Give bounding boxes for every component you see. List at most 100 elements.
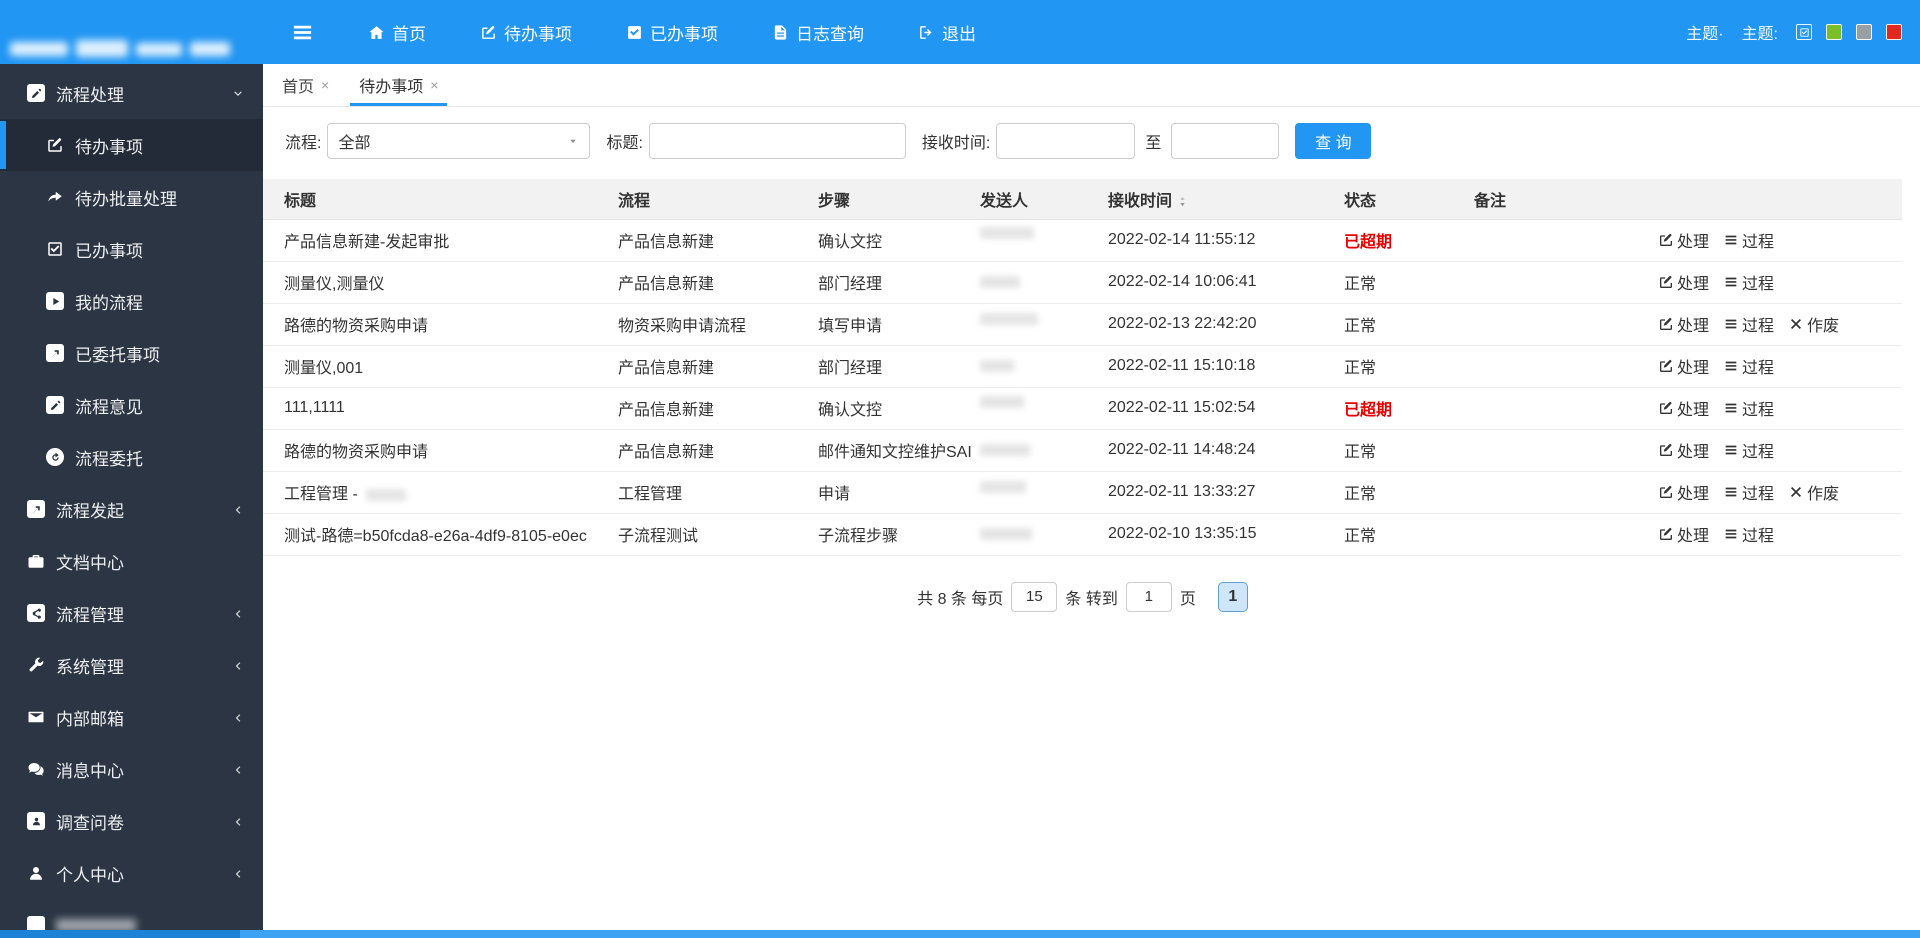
table-row: 测试-路德=b50fcda8-e26a-4df9-8105-e0ec 子流程测试子…: [263, 513, 1902, 556]
cell-actions: 处理 过程 作废: [1650, 303, 1902, 346]
tab-home[interactable]: 首页 ×: [282, 77, 330, 96]
cell-sender: [972, 429, 1100, 472]
handle-action-link[interactable]: 处理: [1658, 480, 1709, 504]
handle-action-link[interactable]: 处理: [1658, 396, 1709, 420]
cell-title: 路德的物资采购申请: [263, 303, 610, 346]
navbar-item-log-search[interactable]: 日志查询: [772, 20, 864, 45]
theme-swatch-2[interactable]: [1826, 24, 1842, 40]
sidebar-item-process-handling[interactable]: 流程处理: [0, 67, 263, 119]
cell-flow: 工程管理: [610, 471, 810, 514]
tab-todo-items[interactable]: 待办事项 ×: [344, 64, 453, 106]
process-action-link[interactable]: 过程: [1723, 480, 1774, 504]
cell-actions: 处理 过程: [1650, 219, 1902, 262]
process-action-link[interactable]: 过程: [1723, 396, 1774, 420]
sidebar-item-todo-items[interactable]: 待办事项: [0, 119, 263, 171]
sidebar-item-message-center[interactable]: 消息中心: [0, 743, 263, 795]
handle-action-link[interactable]: 处理: [1658, 438, 1709, 462]
navbar-item-logout[interactable]: 退出: [918, 20, 976, 45]
tab-close-icon[interactable]: ×: [430, 77, 439, 93]
process-icon: [1723, 526, 1739, 542]
sidebar-item-hidden-partial[interactable]: [0, 899, 263, 938]
sidebar-item-internal-mail[interactable]: 内部邮箱: [0, 691, 263, 743]
theme-swatch-4[interactable]: [1886, 24, 1902, 40]
menu-toggle-icon[interactable]: [291, 21, 314, 44]
cell-sender: [972, 387, 1100, 430]
table-header-row: 标题 流程 步骤 发送人 接收时间 状态 备注: [263, 179, 1902, 220]
external-link-square-icon: [46, 344, 64, 362]
user-icon: [27, 864, 45, 882]
handle-action-link[interactable]: 处理: [1658, 354, 1709, 378]
cell-step: 确认文控: [810, 387, 972, 430]
navbar-item-home[interactable]: 首页: [368, 20, 426, 45]
title-filter-input[interactable]: [648, 123, 906, 159]
sidebar-item-batch-todo[interactable]: 待办批量处理: [0, 171, 263, 223]
sidebar-item-process-management[interactable]: 流程管理: [0, 587, 263, 639]
sidebar-item-personal-center[interactable]: 个人中心: [0, 847, 263, 899]
theme-swatch-3[interactable]: [1856, 24, 1872, 40]
cell-remark: [1466, 261, 1650, 304]
chevron-left-icon: [231, 811, 245, 831]
theme-swatch-1-selected[interactable]: [1796, 24, 1812, 40]
column-header[interactable]: 接收时间: [1100, 179, 1336, 220]
process-icon: [1723, 484, 1739, 500]
sidebar-item-survey[interactable]: 调查问卷: [0, 795, 263, 847]
cell-flow: 产品信息新建: [610, 219, 810, 262]
sidebar-item-done-items[interactable]: 已办事项: [0, 223, 263, 275]
sidebar-item-process-opinions[interactable]: 流程意见: [0, 379, 263, 431]
sidebar-item-delegated-items[interactable]: 已委托事项: [0, 327, 263, 379]
current-page-button[interactable]: 1: [1217, 581, 1248, 612]
sidebar-item-document-center[interactable]: 文档中心: [0, 535, 263, 587]
void-icon: [1788, 316, 1804, 332]
tab-close-icon[interactable]: ×: [321, 77, 330, 93]
process-select-value: 全部: [338, 135, 371, 152]
navbar-item-done-items[interactable]: 已办事项: [626, 20, 718, 45]
process-action-link[interactable]: 过程: [1723, 354, 1774, 378]
pen-square-icon: [46, 136, 64, 154]
chevron-left-icon: [231, 603, 245, 623]
top-navbar: 首页 待办事项 已办事项 日志查询 退出 主题· 主题:: [0, 0, 1920, 64]
main-content: 首页 × 待办事项 × 流程: 全部 标题: 接收时间: 至 查 询 标题 流程步…: [263, 64, 1920, 938]
process-action-link[interactable]: 过程: [1723, 522, 1774, 546]
receive-time-to-input[interactable]: [1171, 123, 1280, 159]
process-action-link[interactable]: 过程: [1723, 312, 1774, 336]
sidebar-item-process-initiate[interactable]: 流程发起: [0, 483, 263, 535]
file-icon: [772, 24, 789, 41]
horizontal-scrollbar: [0, 930, 1920, 938]
envelope-icon: [27, 708, 45, 726]
sidebar-nav: 流程处理 待办事项 待办批量处理 已办事项 我的流程 已委托事项 流程意见 流程…: [0, 64, 263, 938]
redacted-sender: [980, 312, 1038, 325]
handle-action-link[interactable]: 处理: [1658, 228, 1709, 252]
handle-action-link[interactable]: 处理: [1658, 522, 1709, 546]
table-row: 路德的物资采购申请 产品信息新建 邮件通知文控维护SAI 2022-02-11 14:…: [263, 429, 1902, 472]
pen-square-icon: [480, 24, 497, 41]
cell-remark: [1466, 471, 1650, 514]
navbar-item-todo-items[interactable]: 待办事项: [480, 20, 572, 45]
process-action-link[interactable]: 过程: [1723, 270, 1774, 294]
handle-action-link[interactable]: 处理: [1658, 312, 1709, 336]
share-square-icon: [27, 604, 45, 622]
process-select[interactable]: 全部: [327, 123, 591, 159]
status-badge: 正常: [1336, 513, 1466, 556]
process-action-link[interactable]: 过程: [1723, 228, 1774, 252]
horizontal-scrollbar-thumb[interactable]: [0, 930, 240, 938]
sidebar-item-system-management[interactable]: 系统管理: [0, 639, 263, 691]
page-size-input[interactable]: [1011, 581, 1058, 612]
void-action-link[interactable]: 作废: [1788, 312, 1839, 336]
cell-remark: [1466, 513, 1650, 556]
process-action-link[interactable]: 过程: [1723, 438, 1774, 462]
goto-page-input[interactable]: [1125, 581, 1172, 612]
check-icon: [1799, 27, 1810, 38]
void-icon: [1788, 484, 1804, 500]
cell-remark: [1466, 303, 1650, 346]
handle-action-link[interactable]: 处理: [1658, 270, 1709, 294]
void-action-link[interactable]: 作废: [1788, 480, 1839, 504]
sidebar-item-process-delegation[interactable]: 流程委托: [0, 431, 263, 483]
search-button[interactable]: 查 询: [1295, 123, 1372, 159]
status-badge: 已超期: [1336, 219, 1466, 262]
receive-time-from-input[interactable]: [996, 123, 1136, 159]
chevron-down-icon: [567, 132, 579, 150]
cell-flow: 子流程测试: [610, 513, 810, 556]
column-header: 步骤: [810, 179, 972, 220]
handle-icon: [1658, 400, 1674, 416]
sidebar-item-my-processes[interactable]: 我的流程: [0, 275, 263, 327]
